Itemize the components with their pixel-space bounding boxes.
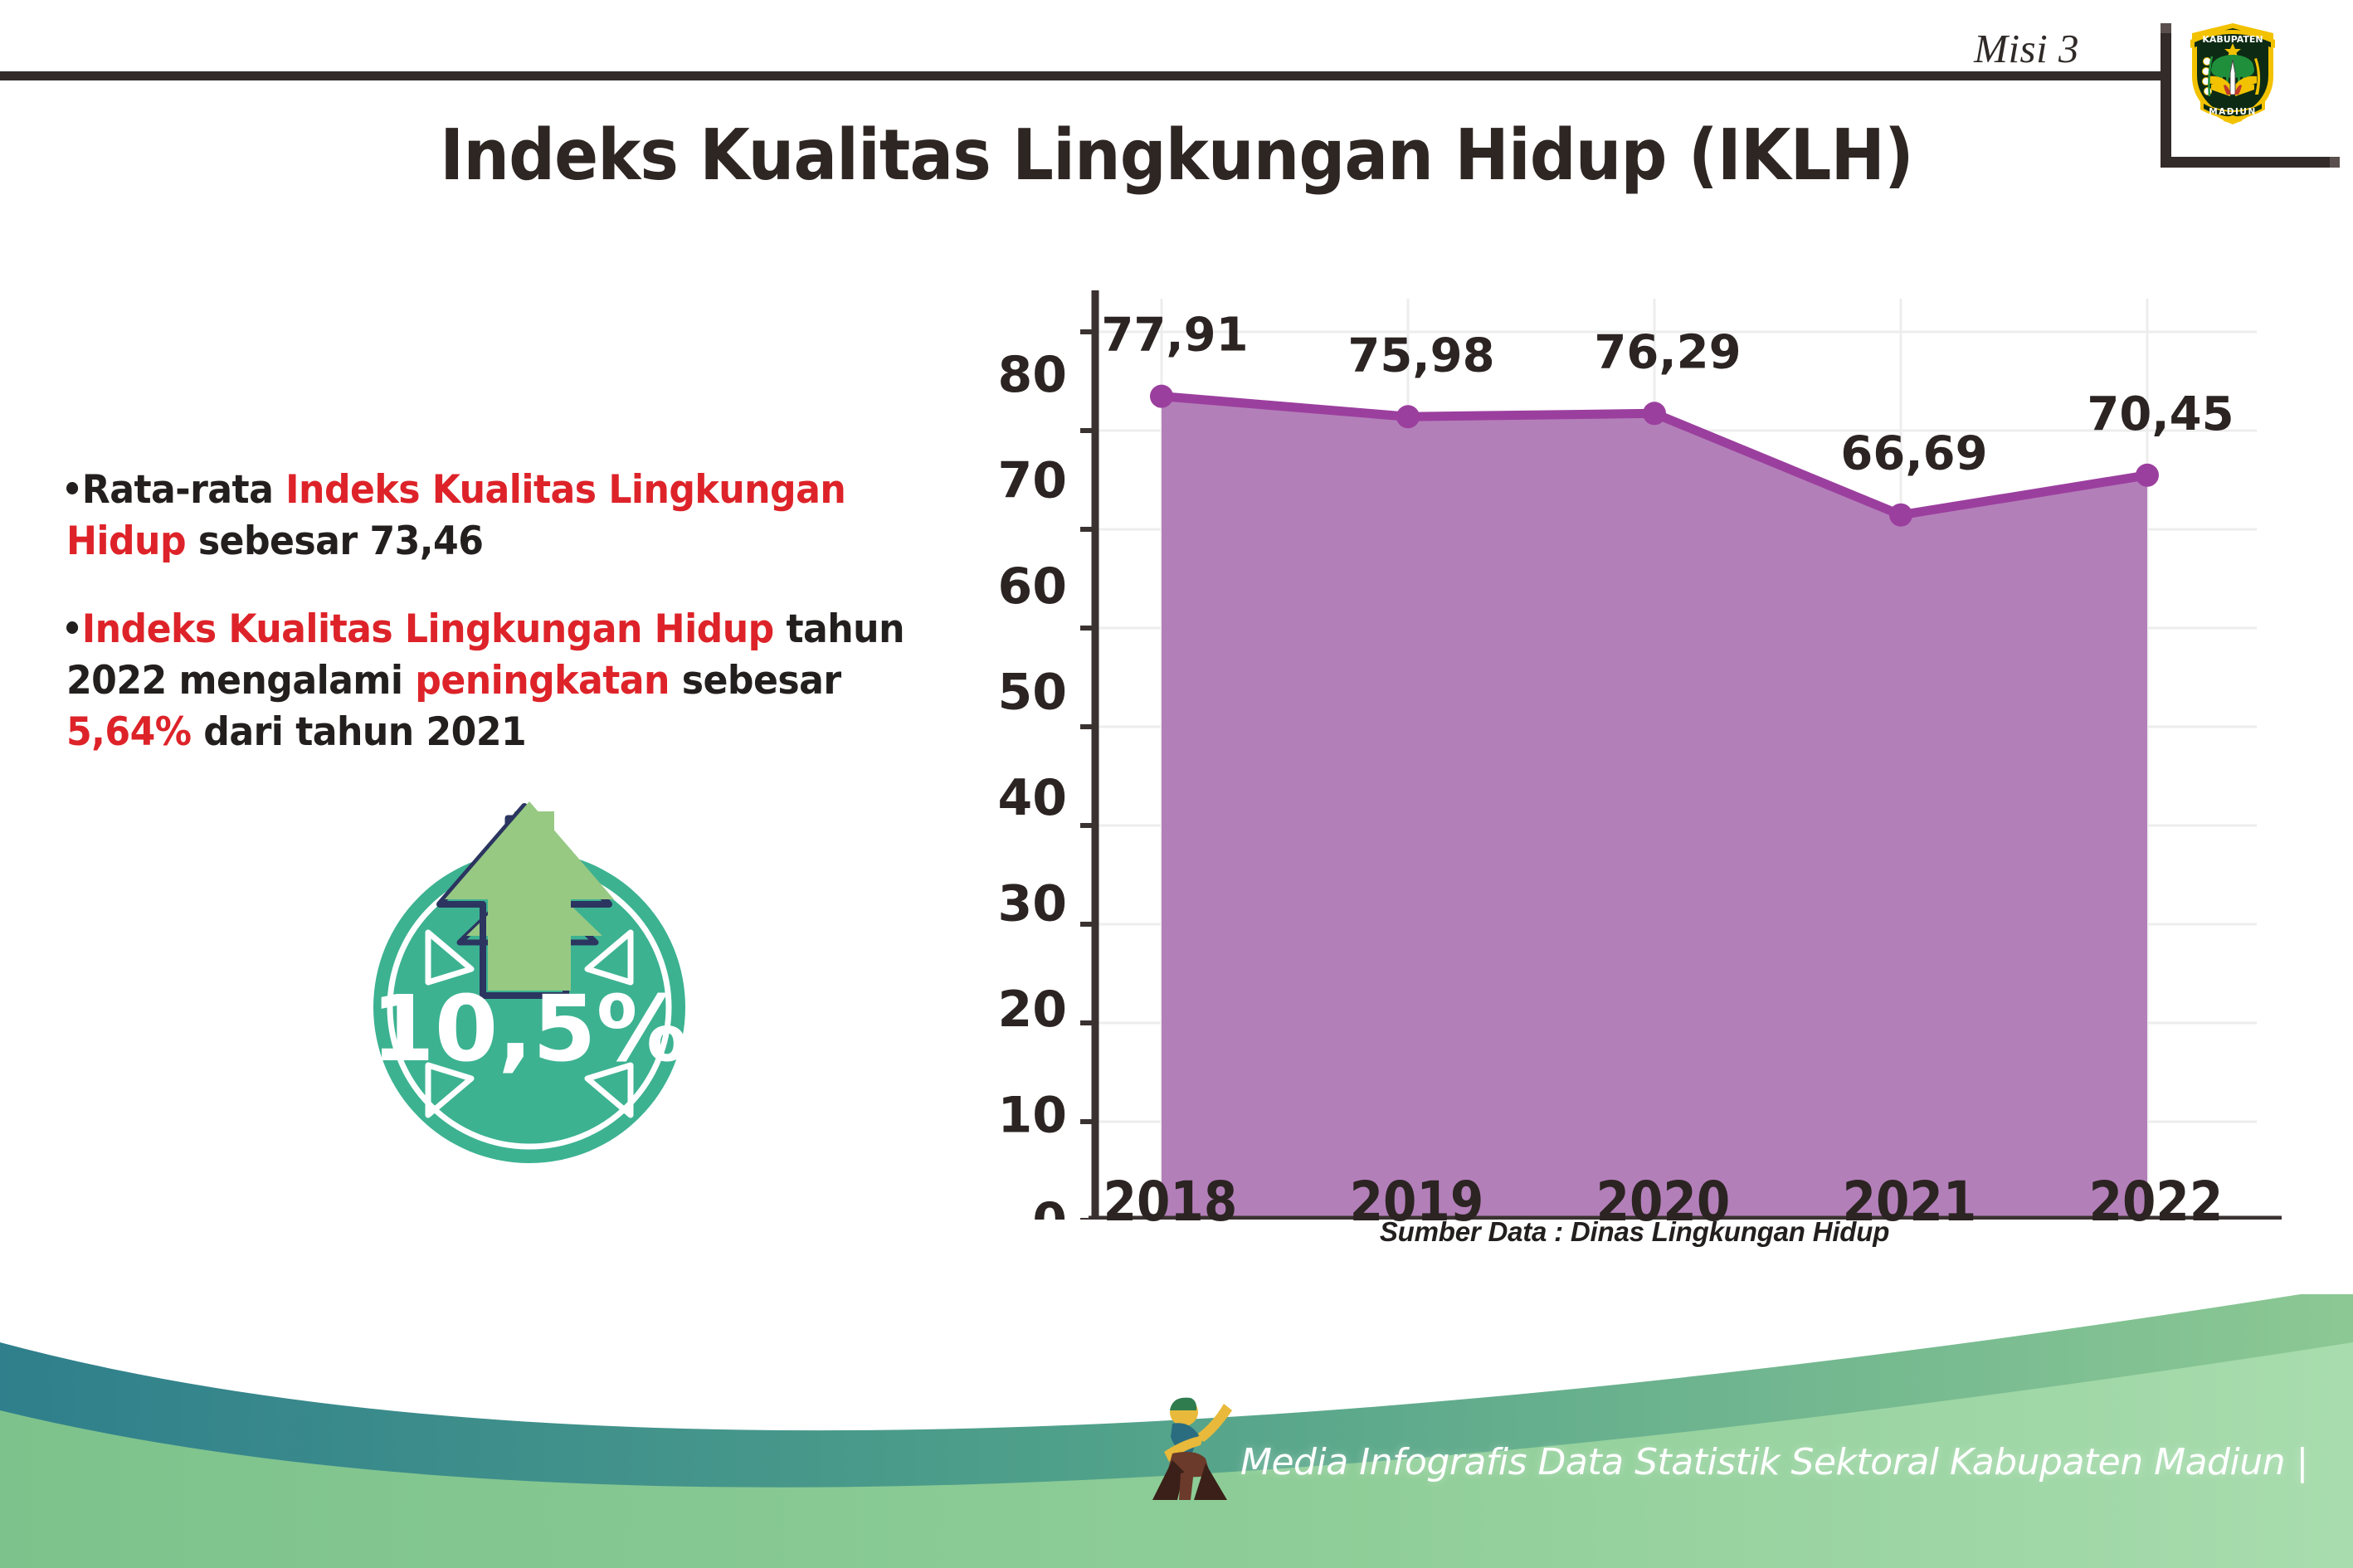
up-arrow-icon	[436, 801, 614, 999]
bullet-2-seg-1: tahun 2022 mengalami	[66, 606, 905, 704]
data-label-2020: 76,29	[1594, 325, 1741, 379]
x-label-2019: 2019	[1349, 1170, 1484, 1234]
data-label-2018: 77,91	[1101, 309, 1248, 363]
bullet-item-2: Indeks Kualitas Lingkungan Hidup tahun 2…	[66, 604, 932, 758]
bullet-1-seg-2: sebesar 73,46	[186, 519, 484, 565]
x-axis-labels: 2018 2019 2020 2021 2022	[987, 1170, 2282, 1244]
y-axis-labels: 0 10 20 30 40 50 60 70 80	[998, 346, 1068, 1220]
y-label-20: 20	[998, 981, 1068, 1039]
badge-circle	[373, 851, 685, 1163]
page-title: Indeks Kualitas Lingkungan Hidup (IKLH)	[440, 114, 1914, 197]
y-label-80: 80	[998, 346, 1068, 404]
data-label-2021: 66,69	[1840, 427, 1987, 481]
bullet-dot-icon	[66, 482, 79, 494]
chart-svg: 77,91 75,98 76,29 66,69 70,45	[998, 290, 2282, 1220]
chart-markers	[1150, 384, 2159, 527]
y-label-0: 0	[1032, 1192, 1067, 1220]
bullet-list: Rata-rata Indeks Kualitas Lingkungan Hid…	[66, 465, 987, 795]
y-label-30: 30	[998, 875, 1068, 933]
bullet-2-seg-4: 5,64%	[66, 709, 192, 756]
bullet-2-seg-3: sebesar	[669, 658, 841, 704]
bullet-2-seg-2: peningkatan	[415, 658, 670, 704]
svg-text:MADIUN: MADIUN	[2209, 107, 2257, 117]
y-label-40: 40	[998, 769, 1068, 827]
chart-data-labels: 77,91 75,98 76,29 66,69 70,45	[1101, 309, 2234, 481]
misi-label: Misi 3	[1974, 26, 2079, 71]
y-label-70: 70	[998, 452, 1068, 510]
chart-area-fill	[1162, 396, 2147, 1220]
data-label-2019: 75,98	[1347, 329, 1494, 382]
bullet-1-seg-1: Indeks Kualitas Lingkungan Hidup	[66, 467, 846, 565]
footer-caption: Media Infografis Data Statistik Sektoral…	[1240, 1441, 2308, 1483]
bullet-item-1: Rata-rata Indeks Kualitas Lingkungan Hid…	[66, 465, 932, 567]
header-rule	[0, 71, 2164, 80]
bullet-2-seg-0: Indeks Kualitas Lingkungan Hidup	[81, 606, 774, 653]
corner-arrow-icons	[425, 929, 634, 1118]
x-label-2021: 2021	[1842, 1170, 1977, 1234]
y-axis-ticks	[1080, 329, 1095, 1220]
badge-value: 10,5%	[371, 976, 688, 1082]
kabupaten-madiun-logo-icon: KABUPATEN MADIUN	[2190, 23, 2275, 124]
y-label-60: 60	[998, 558, 1068, 616]
logo-bracket-frame	[2161, 23, 2340, 168]
bullet-dot-icon	[66, 621, 79, 635]
bullet-2-seg-5: dari tahun 2021	[191, 709, 527, 756]
x-label-2020: 2020	[1595, 1170, 1731, 1234]
y-label-50: 50	[998, 664, 1068, 722]
iklh-area-chart: 77,91 75,98 76,29 66,69 70,45	[987, 274, 2282, 1234]
x-label-2018: 2018	[1103, 1170, 1238, 1234]
y-label-10: 10	[998, 1087, 1068, 1145]
bullet-1-seg-0: Rata-rata	[81, 467, 286, 513]
x-label-2022: 2022	[2088, 1170, 2224, 1234]
chart-source-note: Sumber Data : Dinas Lingkungan Hidup	[1379, 1216, 1890, 1247]
data-label-2022: 70,45	[2087, 387, 2234, 441]
footer-wave	[0, 1294, 2353, 1568]
increase-badge: 10,5%	[371, 801, 688, 1163]
dancer-figure-icon	[1152, 1397, 1232, 1500]
svg-text:KABUPATEN: KABUPATEN	[2202, 34, 2263, 45]
